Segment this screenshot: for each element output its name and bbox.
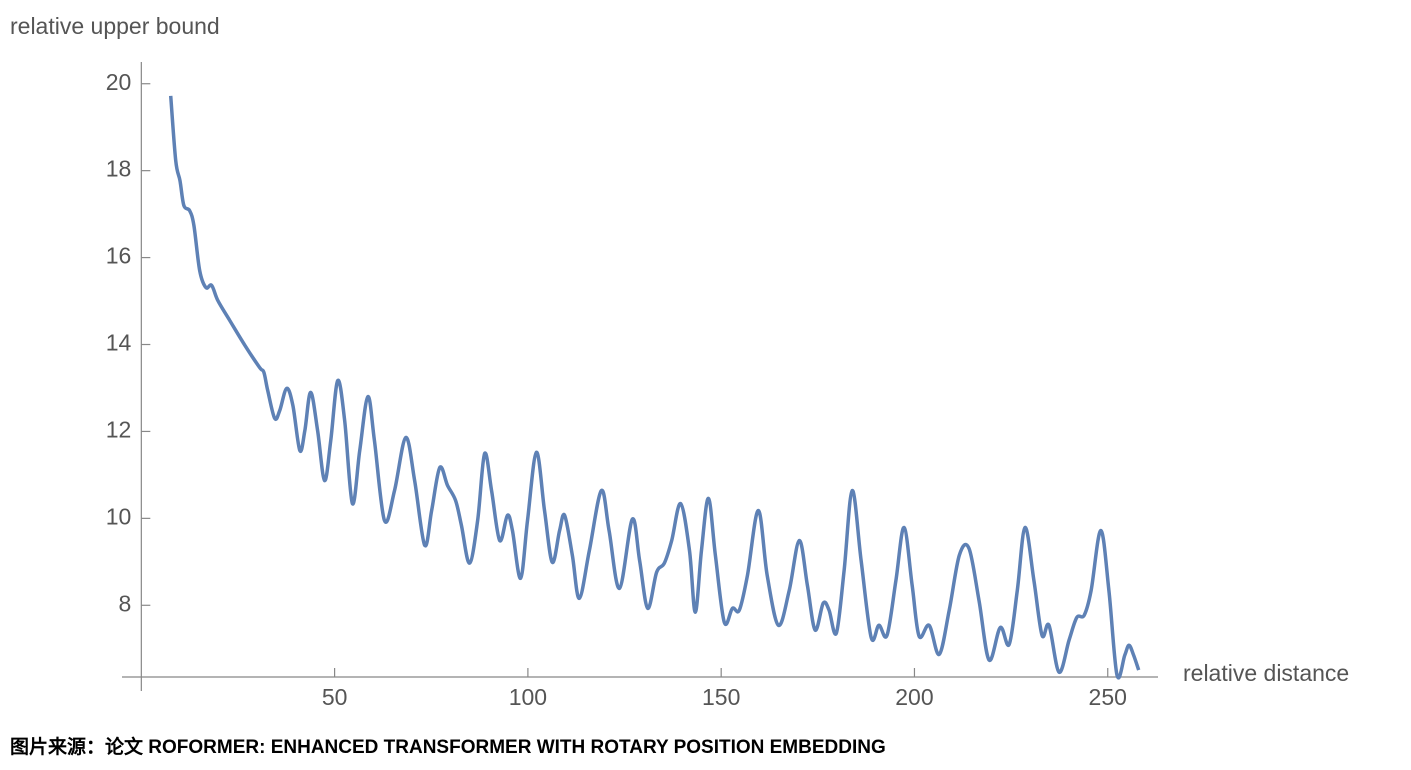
caption: 图片来源：论文 ROFORMER: ENHANCED TRANSFORMER W… (10, 735, 886, 758)
y-tick-label: 20 (106, 69, 132, 95)
x-axis-label: relative distance (1183, 660, 1349, 686)
y-tick-label: 10 (106, 503, 132, 529)
y-tick-label: 8 (119, 590, 132, 616)
x-tick-label: 100 (509, 684, 547, 710)
x-tick-label: 250 (1089, 684, 1127, 710)
y-tick-label: 18 (106, 156, 132, 182)
y-tick-label: 16 (106, 243, 132, 269)
y-tick-label: 14 (106, 330, 132, 356)
x-tick-label: 200 (895, 684, 933, 710)
x-tick-label: 50 (322, 684, 348, 710)
data-line (168, 95, 1141, 680)
y-axis-label: relative upper bound (10, 13, 220, 39)
x-tick-label: 150 (702, 684, 740, 710)
y-tick-label: 12 (106, 417, 132, 443)
